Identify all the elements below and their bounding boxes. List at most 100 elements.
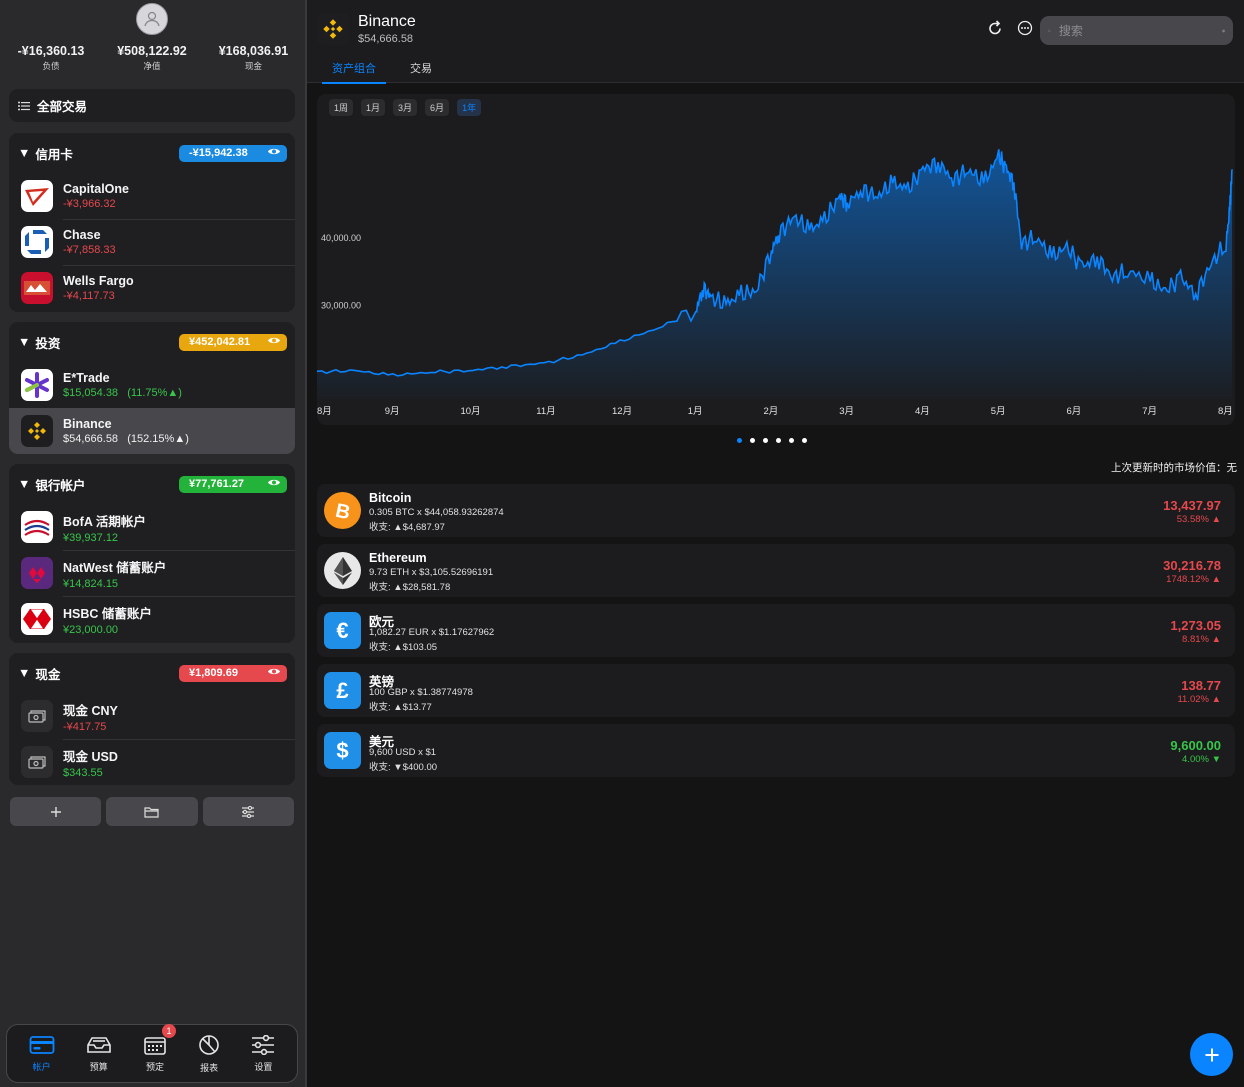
section-header[interactable]: ▼ 信用卡 -¥15,942.38	[9, 133, 295, 173]
holding-row[interactable]: B Bitcoin 0.305 BTC x $44,058.93262874 收支: …	[317, 484, 1235, 537]
collapse-triangle-icon[interactable]: ▼	[18, 335, 31, 349]
filter-settings-button[interactable]	[202, 797, 294, 826]
hsbc-logo-icon	[21, 603, 53, 635]
tab-reports[interactable]: 报表	[198, 1034, 220, 1074]
tab-scheduled[interactable]: 1 预定	[143, 1023, 176, 1073]
account-amount: $343.55	[63, 766, 103, 779]
range-1y[interactable]: 1年	[457, 99, 482, 116]
collapse-triangle-icon[interactable]: ▼	[18, 146, 31, 160]
account-amount: $15,054.38	[63, 387, 119, 399]
account-row-cash-cny[interactable]: 现金 CNY -¥417.75	[9, 693, 295, 739]
total-label: 负债	[42, 61, 60, 71]
page-dot[interactable]	[750, 438, 755, 443]
collapse-triangle-icon[interactable]: ▼	[18, 666, 31, 680]
bitcoin-icon: B	[324, 492, 361, 529]
account-row-etrade[interactable]: E*Trade $15,054.38 (11.75%▲)	[9, 362, 295, 408]
account-row-cash-usd[interactable]: 现金 USD $343.55	[9, 739, 295, 785]
page-dot[interactable]	[802, 438, 807, 443]
x-tick-label: 8月	[1218, 406, 1233, 417]
section-title: 现金	[35, 667, 61, 682]
pie-chart-icon	[199, 1034, 219, 1055]
holding-name: Bitcoin	[369, 491, 412, 505]
add-transaction-button[interactable]	[1190, 1033, 1233, 1076]
x-tick-label: 1月	[688, 406, 703, 417]
sidebar: -¥16,360.13 负债 ¥508,122.92 净值 ¥168,036.91 现…	[0, 0, 305, 1087]
account-row-capitalone[interactable]: CapitalOne -¥3,966.32	[9, 173, 295, 219]
account-name: Chase	[63, 228, 101, 242]
account-name: Wells Fargo	[63, 274, 134, 288]
last-update-note: 上次更新时的市场价值：无	[1111, 462, 1237, 474]
total-liabilities: -¥16,360.13 负债	[0, 44, 102, 72]
range-6m[interactable]: 6月	[425, 99, 450, 116]
folder-button[interactable]	[106, 797, 198, 826]
account-amount: -¥417.75	[63, 720, 107, 733]
total-label: 现金	[244, 61, 262, 71]
holding-row[interactable]: € 欧元 1,082.27 EUR x $1.17627962 收支: ▲$103.0…	[317, 604, 1235, 657]
account-amount: ¥39,937.12	[63, 531, 119, 544]
refresh-icon[interactable]	[987, 20, 1003, 36]
split-divider[interactable]	[305, 0, 307, 1087]
eye-icon[interactable]	[267, 336, 281, 348]
section-total-badge: ¥77,761.27	[179, 475, 287, 493]
holding-row[interactable]: Ethereum 9.73 ETH x $3,105.52696191 收支: ▲$…	[317, 544, 1235, 597]
total-net-worth: ¥508,122.92 净值	[102, 44, 202, 72]
main-panel: Binance $54,666.58 资产组合 交易 1周 1月 3月 6月	[307, 0, 1244, 1087]
card-icon	[29, 1035, 54, 1054]
page-dot[interactable]	[776, 438, 781, 443]
tab-accounts[interactable]: 帐户	[29, 1035, 55, 1073]
tab-budget[interactable]: 预算	[86, 1035, 112, 1073]
tab-transactions[interactable]: 交易	[410, 63, 432, 75]
account-row-natwest[interactable]: NatWest 储蓄账户 ¥14,824.15	[9, 550, 295, 596]
tray-icon	[86, 1036, 111, 1053]
page-dot[interactable]	[737, 438, 742, 443]
eye-icon[interactable]	[267, 147, 281, 159]
filter-sliders-icon[interactable]	[1222, 24, 1225, 38]
x-tick-label: 3月	[839, 406, 854, 417]
account-amount: ¥14,824.15	[63, 577, 119, 590]
page-indicator[interactable]	[737, 438, 807, 443]
tab-label: 帐户	[32, 1061, 51, 1072]
account-row-binance[interactable]: Binance $54,666.58 (152.15%▲)	[9, 408, 295, 454]
holding-value: 9,600.00	[1170, 738, 1221, 753]
holding-gain: 收支: ▲$4,687.97	[369, 522, 445, 533]
range-1m[interactable]: 1月	[361, 99, 386, 116]
account-row-chase[interactable]: Chase -¥7,858.33	[9, 219, 295, 265]
holding-value: 1,273.05	[1170, 618, 1221, 633]
header-actions	[987, 20, 1033, 36]
chase-logo-icon	[21, 226, 53, 258]
holding-name: 欧元	[369, 615, 395, 629]
eye-icon[interactable]	[267, 478, 281, 490]
list-icon	[18, 101, 30, 110]
section-header[interactable]: ▼ 投资 ¥452,042.81	[9, 322, 295, 362]
account-header: Binance $54,666.58 资产组合 交易	[307, 0, 1244, 84]
euro-icon: €	[324, 612, 361, 649]
collapse-triangle-icon[interactable]: ▼	[18, 477, 31, 491]
page-dot[interactable]	[789, 438, 794, 443]
section-header[interactable]: ▼ 现金 ¥1,809.69	[9, 653, 295, 693]
holding-row[interactable]: $ 美元 9,600 USD x $1 收支: ▼$400.00 9,600.00 4.0…	[317, 724, 1235, 777]
x-tick-label: 5月	[991, 406, 1006, 417]
search-input[interactable]	[1058, 23, 1214, 38]
page-dot[interactable]	[763, 438, 768, 443]
view-tabs: 资产组合 交易	[322, 60, 442, 84]
range-1w[interactable]: 1周	[329, 99, 354, 116]
range-3m[interactable]: 3月	[393, 99, 418, 116]
account-row-wells-fargo[interactable]: Wells Fargo -¥4,117.73	[9, 265, 295, 311]
add-account-button[interactable]	[10, 797, 102, 826]
section-total-badge: ¥1,809.69	[179, 664, 287, 682]
search-field[interactable]	[1040, 16, 1233, 45]
more-icon[interactable]	[1017, 20, 1033, 36]
holding-row[interactable]: £ 英镑 100 GBP x $1.38774978 收支: ▲$13.77 138.7…	[317, 664, 1235, 717]
avatar[interactable]	[136, 3, 168, 35]
eye-icon[interactable]	[267, 667, 281, 679]
section-title: 投资	[35, 336, 61, 351]
all-transactions-button[interactable]: 全部交易	[9, 89, 295, 122]
totals-summary: -¥16,360.13 负债 ¥508,122.92 净值 ¥168,036.91 现…	[0, 44, 305, 72]
section-total: -¥15,942.38	[189, 147, 248, 159]
account-row-hsbc[interactable]: HSBC 储蓄账户 ¥23,000.00	[9, 596, 295, 642]
tab-portfolio[interactable]: 资产组合	[322, 60, 386, 84]
account-row-bofa[interactable]: BofA 活期帐户 ¥39,937.12	[9, 504, 295, 550]
notification-badge: 1	[161, 1023, 176, 1038]
section-header[interactable]: ▼ 银行帐户 ¥77,761.27	[9, 464, 295, 504]
tab-settings[interactable]: 设置	[251, 1034, 275, 1073]
